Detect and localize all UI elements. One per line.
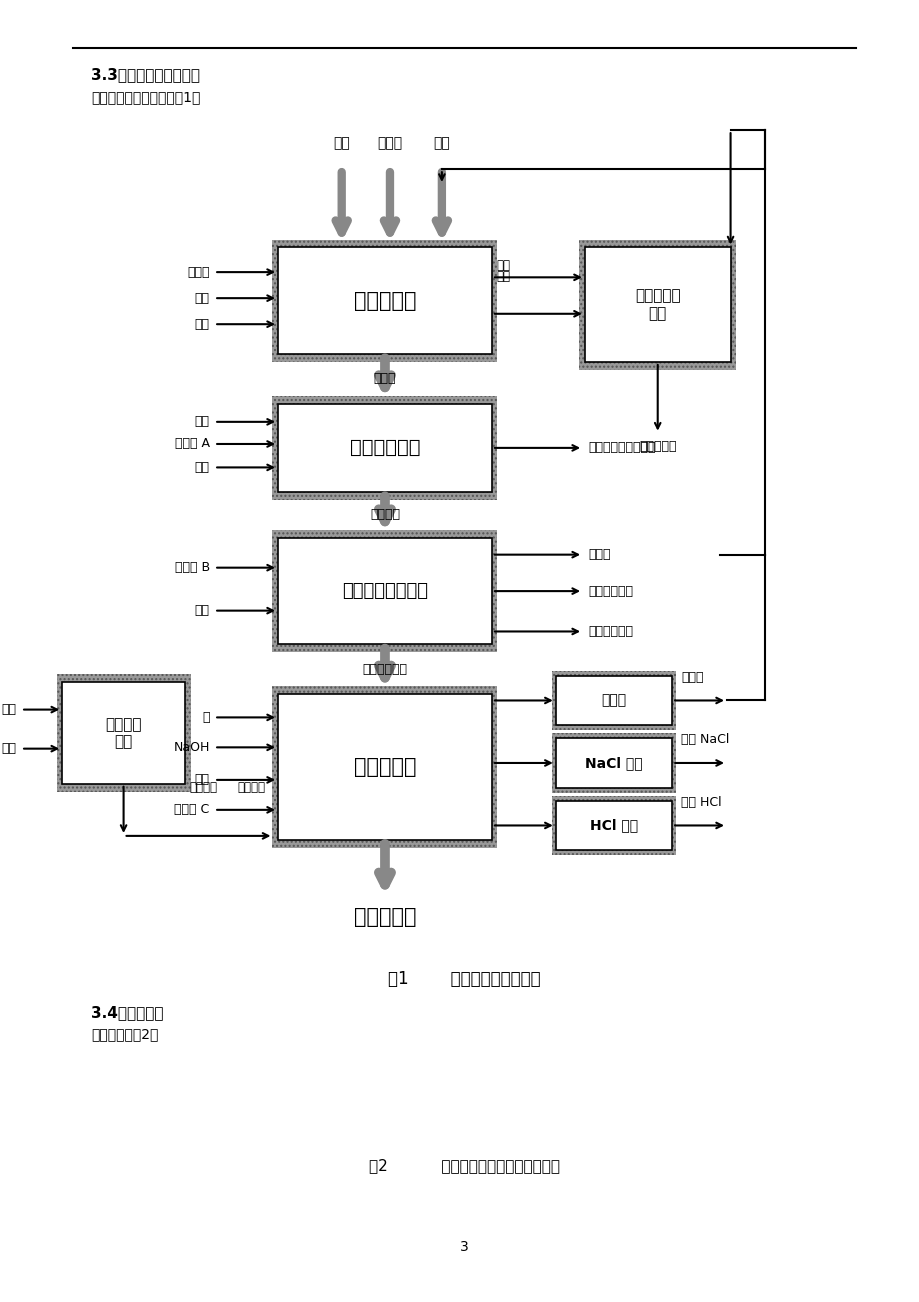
Bar	[555, 676, 672, 725]
Text: 尾气送尾气燃烧锅炉: 尾气送尾气燃烧锅炉	[588, 441, 655, 454]
Text: 活性炭: 活性炭	[187, 266, 210, 279]
Text: 氨回收: 氨回收	[601, 694, 626, 707]
Text: 3: 3	[460, 1241, 469, 1254]
Text: 甲醛: 甲醛	[195, 773, 210, 786]
Text: 副产硫酸铵: 副产硫酸铵	[639, 440, 675, 453]
Text: 氢氰酸生产: 氢氰酸生产	[353, 290, 415, 311]
Text: 副产 HCl: 副产 HCl	[681, 796, 721, 809]
Text: NaOH: NaOH	[173, 741, 210, 754]
Text: 铂网: 铂网	[195, 292, 210, 305]
Text: 羟基乙腈: 羟基乙腈	[369, 509, 400, 521]
Bar	[62, 682, 185, 784]
Bar	[555, 738, 672, 788]
Text: 催化剂 B: 催化剂 B	[175, 561, 210, 574]
Text: 硫酸: 硫酸	[496, 259, 510, 272]
Bar	[272, 240, 497, 362]
Text: 天然气: 天然气	[377, 137, 403, 150]
Bar	[272, 396, 497, 500]
Text: 有机残液焚烧: 有机残液焚烧	[588, 585, 633, 598]
Text: 催化剂 C: 催化剂 C	[175, 803, 210, 816]
Text: 表2           工程项目组成及主要环境问题: 表2 工程项目组成及主要环境问题	[369, 1157, 560, 1173]
Text: 副产 NaCl: 副产 NaCl	[681, 733, 729, 746]
Bar	[272, 686, 497, 848]
Text: 氢氰酸: 氢氰酸	[373, 372, 396, 385]
Text: 本项目工程关联关系见图1。: 本项目工程关联关系见图1。	[91, 91, 200, 104]
Text: 甲醛: 甲醛	[195, 415, 210, 428]
Bar	[278, 404, 492, 492]
Text: 空气: 空气	[333, 137, 350, 150]
Text: 液氯: 液氯	[2, 742, 17, 755]
Text: NaCl 回收: NaCl 回收	[584, 756, 642, 769]
Text: 三氯化磷
生产: 三氯化磷 生产	[105, 717, 142, 749]
Text: 亚磷酸液: 亚磷酸液	[238, 781, 266, 794]
Bar	[551, 796, 675, 855]
Bar	[57, 674, 190, 792]
Text: 副产硫酸铵
生产: 副产硫酸铵 生产	[634, 289, 680, 320]
Bar	[584, 247, 730, 362]
Text: 三氯化磷: 三氯化磷	[189, 781, 218, 794]
Text: 硫酸: 硫酸	[195, 604, 210, 617]
Text: 羟基乙腈生产: 羟基乙腈生产	[349, 439, 420, 457]
Bar	[272, 530, 497, 652]
Text: 亚氨基二乙腈: 亚氨基二乙腈	[362, 663, 407, 676]
Text: 液氨: 液氨	[433, 137, 449, 150]
Bar	[555, 801, 672, 850]
Text: 黄磷: 黄磷	[2, 703, 17, 716]
Bar	[278, 538, 492, 644]
Bar	[278, 247, 492, 354]
Text: 蒸发污冷凝水: 蒸发污冷凝水	[588, 625, 633, 638]
Text: HCl 回收: HCl 回收	[589, 819, 638, 832]
Text: 铵液: 铵液	[496, 270, 510, 283]
Text: 双甘膦生产: 双甘膦生产	[353, 756, 415, 777]
Text: 水: 水	[202, 711, 210, 724]
Text: 3.3、项目工程关联关系: 3.3、项目工程关联关系	[91, 66, 200, 82]
Bar	[278, 694, 492, 840]
Text: 项目组成见表2。: 项目组成见表2。	[91, 1027, 158, 1040]
Text: 自产氨: 自产氨	[588, 548, 610, 561]
Bar	[551, 671, 675, 730]
Text: 硫酸: 硫酸	[195, 318, 210, 331]
Text: 副产氨: 副产氨	[681, 671, 703, 684]
Text: 亚氨基二乙腈生产: 亚氨基二乙腈生产	[342, 582, 427, 600]
Text: 催化剂 A: 催化剂 A	[175, 437, 210, 450]
Text: 3.4、项目组成: 3.4、项目组成	[91, 1005, 164, 1021]
Bar	[579, 240, 735, 370]
Bar	[551, 733, 675, 793]
Text: 硫酸: 硫酸	[195, 461, 210, 474]
Text: 产品双甘膦: 产品双甘膦	[353, 906, 415, 927]
Text: 图1        项目工程关联关系图: 图1 项目工程关联关系图	[388, 970, 540, 988]
